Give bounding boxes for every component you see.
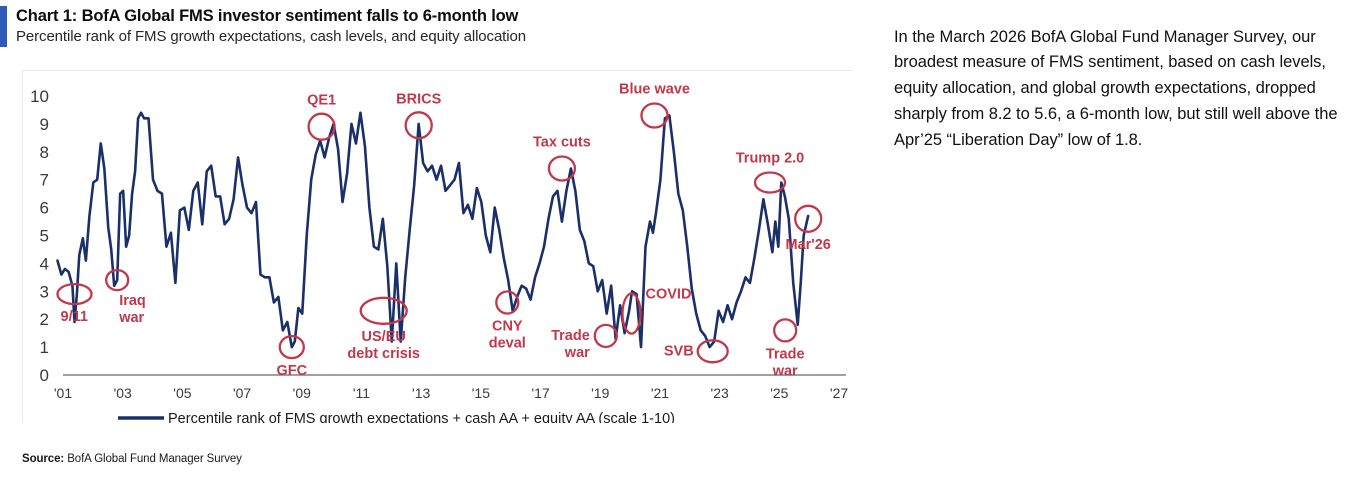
legend-label: Percentile rank of FMS growth expectatio… xyxy=(168,411,675,423)
y-axis-tick-label: 4 xyxy=(40,254,49,273)
annotation-circle xyxy=(547,155,577,182)
y-axis-tick-label: 10 xyxy=(30,87,49,106)
annotation-label: war xyxy=(118,310,144,326)
x-axis-tick-label: '09 xyxy=(293,385,311,401)
y-axis-tick-label: 9 xyxy=(40,115,49,134)
annotation-circle xyxy=(495,290,520,315)
annotation-label: US/EU xyxy=(362,329,406,345)
annotation-label: Tax cuts xyxy=(533,135,591,151)
chart-annotation: GFC xyxy=(276,334,308,379)
annotation-label: COVID xyxy=(646,287,692,303)
chart-panel: Chart 1: BofA Global FMS investor sentim… xyxy=(0,6,860,465)
x-axis-tick-label: '07 xyxy=(233,385,251,401)
annotation-circle xyxy=(359,296,408,325)
annotation-label: war xyxy=(564,345,590,361)
annotation-label: QE1 xyxy=(307,93,336,109)
annotation-label: war xyxy=(772,363,798,379)
chart-annotation: Trump 2.0 xyxy=(736,151,805,194)
chart-annotation: Tax cuts xyxy=(533,135,591,182)
x-axis-tick-label: '17 xyxy=(531,385,549,401)
title-accent-bar xyxy=(0,6,7,47)
y-axis-tick-label: 6 xyxy=(40,199,49,218)
y-axis-tick-label: 2 xyxy=(40,310,49,329)
annotation-circle xyxy=(56,282,93,306)
x-axis-tick-label: '05 xyxy=(173,385,191,401)
annotation-circle xyxy=(696,339,729,364)
annotation-circle xyxy=(773,318,798,343)
source-note: Source: BofA Global Fund Manager Survey xyxy=(22,453,242,465)
annotation-label: BRICS xyxy=(396,91,441,107)
annotation-label: Blue wave xyxy=(619,82,690,98)
series-line xyxy=(56,111,810,349)
annotation-label: Trump 2.0 xyxy=(736,151,805,167)
annotation-circle xyxy=(278,334,305,360)
line-chart-svg: 0 1 2 3 4 5 6 7 8 9 10 '01 '03 '05 '07 '09 '11 '13 '15 '17 '… xyxy=(30,82,848,424)
x-axis-tick-label: '21 xyxy=(651,385,669,401)
y-axis-tick-label: 3 xyxy=(40,282,49,301)
source-text: BofA Global Fund Manager Survey xyxy=(64,453,242,465)
chart-annotation: SVB xyxy=(664,339,729,364)
x-axis-tick-label: '25 xyxy=(770,385,788,401)
x-axis-tick-label: '03 xyxy=(114,385,132,401)
annotation-label: Mar'26 xyxy=(786,237,831,253)
chart-legend-item: Percentile rank of FMS growth expectatio… xyxy=(118,411,675,423)
chart-annotation: QE1 xyxy=(307,93,336,141)
chart-annotation: COVID xyxy=(621,287,692,335)
annotation-label: deval xyxy=(489,336,526,352)
x-axis-tick-label: '19 xyxy=(591,385,609,401)
chart-header: Chart 1: BofA Global FMS investor sentim… xyxy=(0,6,860,47)
annotation-label: SVB xyxy=(664,343,694,359)
annotation-label: Trade xyxy=(551,328,590,344)
commentary-panel: In the March 2026 BofA Global Fund Manag… xyxy=(880,0,1354,481)
annotation-label: Iraq xyxy=(119,293,146,309)
y-axis-tick-label: 0 xyxy=(40,366,49,385)
annotation-circle xyxy=(640,102,669,129)
y-axis-tick-label: 5 xyxy=(40,227,49,246)
annotation-circle xyxy=(794,204,823,233)
annotation-label: debt crisis xyxy=(347,346,420,362)
chart-plot-frame: 0 1 2 3 4 5 6 7 8 9 10 '01 '03 '05 '07 '09 '11 '13 '15 '17 '… xyxy=(22,70,852,424)
x-axis-tick-label: '11 xyxy=(353,385,370,401)
source-label: Source: xyxy=(22,453,65,465)
annotation-circle xyxy=(307,112,336,141)
annotation-circle xyxy=(621,292,642,335)
x-axis-tick-label: '15 xyxy=(472,385,490,401)
chart-annotation: Blue wave xyxy=(619,82,690,129)
annotation-label: 9/11 xyxy=(61,309,88,325)
chart-annotation: BRICS xyxy=(396,91,442,140)
x-axis-tick-label: '23 xyxy=(711,385,729,401)
chart-annotation: 9/11 xyxy=(56,282,93,325)
annotation-label: GFC xyxy=(276,363,307,379)
annotation-label: Trade xyxy=(766,346,805,362)
y-axis-tick-label: 8 xyxy=(40,143,49,162)
x-axis-tick-label: '01 xyxy=(54,385,72,401)
annotation-circle xyxy=(593,323,618,349)
annotation-label: CNY xyxy=(492,319,523,335)
annotation-circle xyxy=(404,111,433,140)
y-axis-tick-label: 1 xyxy=(40,338,49,357)
page-title: Chart 1: BofA Global FMS investor sentim… xyxy=(16,7,519,25)
y-axis-tick-label: 7 xyxy=(40,171,49,190)
commentary-text: In the March 2026 BofA Global Fund Manag… xyxy=(894,27,1338,149)
x-axis-tick-label: '13 xyxy=(412,385,430,401)
annotation-circle xyxy=(105,268,130,292)
chart-subtitle: Percentile rank of FMS growth expectatio… xyxy=(16,28,526,45)
annotation-circle xyxy=(753,171,787,194)
x-axis-tick-label: '27 xyxy=(830,385,848,401)
chart-annotation: Mar'26 xyxy=(786,204,831,253)
